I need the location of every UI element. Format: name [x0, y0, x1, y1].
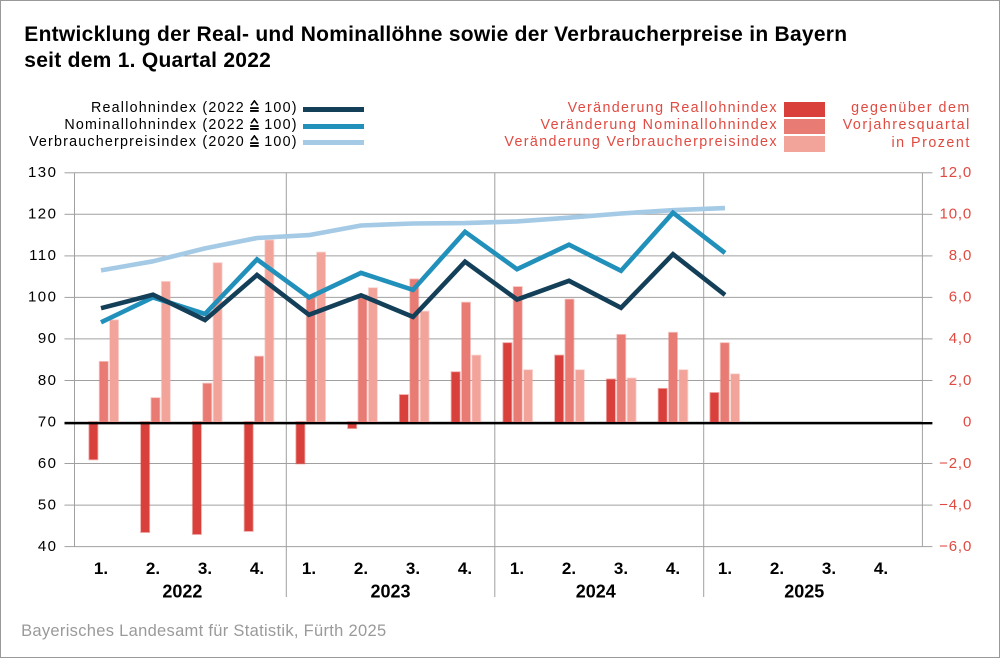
svg-text:80: 80 [38, 372, 58, 389]
svg-text:4.: 4. [458, 559, 472, 578]
svg-text:4.: 4. [874, 559, 888, 578]
svg-text:3.: 3. [822, 559, 836, 578]
svg-text:1.: 1. [94, 559, 108, 578]
svg-text:1.: 1. [302, 559, 316, 578]
svg-text:−2,0: −2,0 [939, 455, 972, 472]
svg-text:−6,0: −6,0 [939, 538, 972, 555]
svg-text:0: 0 [963, 413, 972, 430]
svg-text:−4,0: −4,0 [939, 496, 972, 513]
svg-text:1.: 1. [718, 559, 732, 578]
svg-text:2.: 2. [562, 559, 576, 578]
svg-text:4.: 4. [250, 559, 264, 578]
svg-text:4.: 4. [666, 559, 680, 578]
svg-text:3.: 3. [406, 559, 420, 578]
svg-text:60: 60 [38, 455, 58, 472]
svg-text:2022: 2022 [162, 582, 202, 602]
svg-text:6,0: 6,0 [949, 289, 972, 306]
svg-text:4,0: 4,0 [949, 330, 972, 347]
svg-text:3.: 3. [614, 559, 628, 578]
svg-text:2.: 2. [770, 559, 784, 578]
svg-text:8,0: 8,0 [949, 247, 972, 264]
svg-text:2024: 2024 [576, 582, 616, 602]
svg-text:130: 130 [28, 164, 58, 181]
svg-text:100: 100 [28, 289, 58, 306]
svg-text:2023: 2023 [370, 582, 410, 602]
svg-text:2.: 2. [354, 559, 368, 578]
svg-text:2.: 2. [146, 559, 160, 578]
svg-text:3.: 3. [198, 559, 212, 578]
svg-text:1.: 1. [510, 559, 524, 578]
svg-text:90: 90 [38, 330, 58, 347]
svg-text:120: 120 [28, 206, 58, 223]
svg-text:70: 70 [38, 413, 58, 430]
svg-text:110: 110 [29, 247, 57, 264]
svg-text:50: 50 [38, 496, 58, 513]
svg-text:10,0: 10,0 [940, 206, 973, 223]
svg-text:2,0: 2,0 [949, 372, 972, 389]
svg-text:2025: 2025 [784, 582, 824, 602]
svg-text:40: 40 [38, 538, 58, 555]
svg-text:12,0: 12,0 [940, 164, 973, 181]
